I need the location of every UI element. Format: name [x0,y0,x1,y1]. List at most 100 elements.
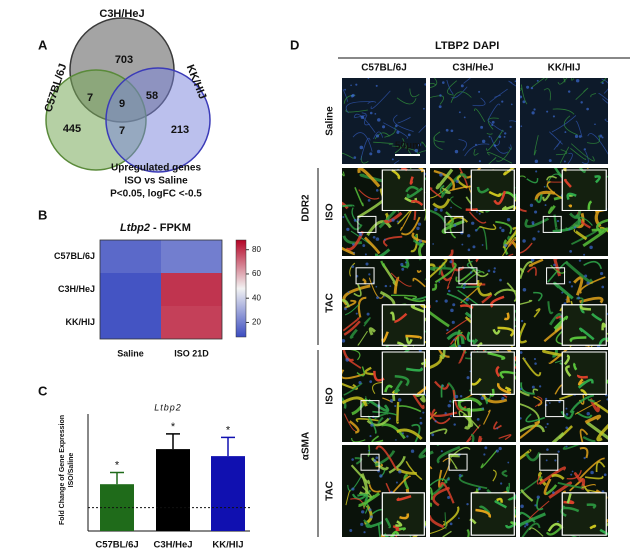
tissue-fiber [520,390,530,397]
tissue-fiber [570,148,587,160]
tissue-fiber [430,355,443,369]
tissue-fiber [374,450,396,467]
tissue-fiber [591,228,605,235]
inset-fiber [394,380,403,394]
tissue-fiber [393,114,414,132]
nucleus [359,145,364,150]
tissue-fiber [421,141,426,148]
tissue-fiber [486,151,513,164]
nucleus [353,251,355,254]
inset-frame [561,351,607,395]
nucleus [583,253,586,256]
nucleus [557,450,560,453]
nucleus [520,417,522,420]
nucleus [417,222,422,226]
inset-fiber [579,327,595,341]
inset-fiber [395,520,403,527]
tissue-fiber [520,261,533,279]
bar [156,449,190,531]
nucleus [368,273,371,276]
tissue-fiber [397,117,411,124]
nucleus [531,111,535,115]
nucleus [454,149,459,154]
tissue-fiber [479,223,497,230]
tissue-fiber [535,194,543,204]
panel-title: DAPI [473,40,499,52]
tissue-fiber [555,149,568,156]
tissue-fiber [520,403,540,424]
tissue-fiber [416,269,422,273]
tissue-fiber [444,512,447,530]
column-label: KK/HIJ [548,63,581,74]
micrograph [430,259,516,347]
tissue-fiber [567,152,573,164]
micrograph [342,350,426,442]
tissue-fiber [465,424,481,442]
nucleus [458,473,462,478]
inset-fiber [594,175,601,184]
tissue-fiber [538,466,566,486]
nucleus [424,83,426,86]
nucleus [434,420,437,423]
tissue-fiber [573,229,588,241]
tissue-fiber [343,213,363,231]
nucleus [481,244,484,246]
tissue-fiber [342,152,354,159]
nucleus [440,450,443,453]
inset-frame [381,304,425,346]
tissue-fiber [430,478,448,487]
inset-fiber [391,169,401,180]
caption: P<0.05, logFC <-0.5 [110,189,202,200]
tissue-fiber [441,457,451,482]
nucleus [500,482,503,485]
inset-fiber [500,191,516,201]
micrograph-content [520,168,608,256]
tissue-fiber [534,190,556,201]
nucleus [546,110,549,113]
tissue-fiber [584,475,604,480]
nucleus [466,376,470,380]
nucleus [453,338,456,341]
nucleus [567,90,571,93]
tissue-fiber [493,421,502,430]
tissue-fiber [569,394,595,414]
nucleus [488,135,491,138]
tissue-fiber [396,467,417,475]
micrograph-content [430,78,516,164]
region-count: 213 [171,124,189,136]
tissue-fiber [534,396,543,408]
nucleus [556,220,560,223]
tissue-fiber [412,277,426,288]
tissue-fiber [553,140,562,151]
nucleus [565,426,569,430]
nucleus [418,143,422,147]
tissue-fiber [586,135,601,144]
micrograph [520,259,608,347]
tissue-fiber [445,211,454,226]
tissue-fiber [433,137,443,150]
tissue-fiber [374,248,391,256]
tissue-fiber [380,534,387,537]
tissue-fiber [430,502,433,508]
tissue-fiber [439,184,445,195]
nucleus [423,107,425,110]
tissue-fiber [360,137,371,160]
nucleus [372,235,376,239]
tissue-fiber [356,366,365,377]
tissue-fiber [434,380,450,390]
tissue-fiber [383,122,409,139]
nucleus [446,328,449,332]
tissue-fiber [430,520,448,535]
tissue-fiber [583,260,603,270]
inset-fiber [586,503,597,510]
micrograph-content [430,259,516,347]
tissue-fiber [582,227,608,248]
tissue-fiber [371,435,384,442]
nucleus [362,244,366,247]
micrograph [430,78,516,164]
caption: ISO vs Saline [124,176,188,187]
tissue-fiber [430,466,433,470]
nucleus [545,426,547,428]
tissue-fiber [447,80,458,96]
group-label: αSMA [301,432,312,460]
